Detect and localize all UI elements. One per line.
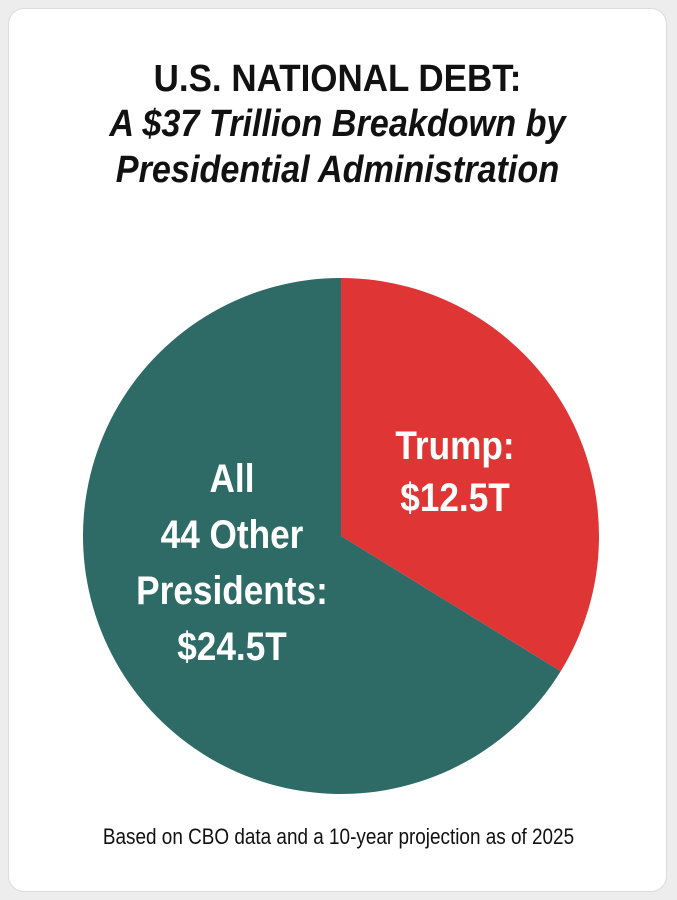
slice-label-line: 44 Other — [161, 512, 304, 557]
slice-label-trump: Trump: $12.5T — [395, 423, 514, 520]
pie-slice-trump — [341, 278, 599, 672]
chart-title: U.S. NATIONAL DEBT: A $37 Trillion Break… — [9, 57, 666, 193]
footnote: Based on CBO data and a 10-year projecti… — [102, 824, 575, 849]
slice-label-line: $12.5T — [400, 475, 510, 520]
slice-label-line: All — [210, 456, 255, 501]
slice-label-line: $24.5T — [177, 624, 287, 669]
slice-label-other-presidents: All 44 Other Presidents: $24.5T — [136, 456, 328, 669]
title-line-1: U.S. NATIONAL DEBT: — [153, 58, 522, 100]
pie-slice-other-presidents — [82, 278, 561, 795]
slice-label-line: Trump: — [395, 423, 514, 468]
title-line-3: Presidential Administration — [115, 149, 560, 191]
title-line-2: A $37 Trillion Breakdown by — [109, 103, 566, 145]
slice-label-line: Presidents: — [136, 568, 328, 613]
